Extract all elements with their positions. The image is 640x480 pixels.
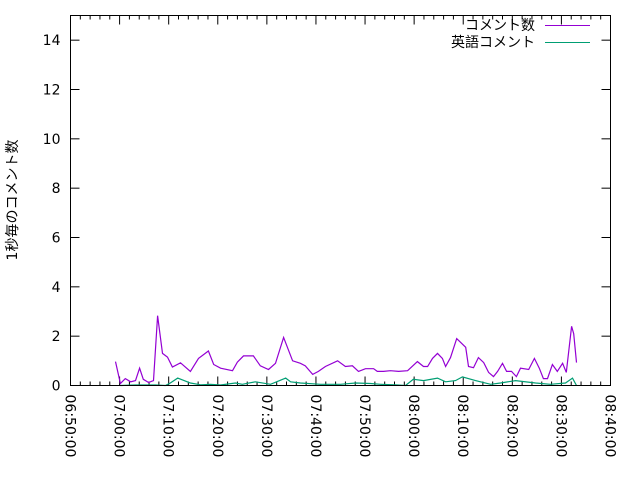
legend-label-0: コメント数 <box>465 18 535 34</box>
y-tick-label: 2 <box>52 329 61 345</box>
legend: コメント数 英語コメント <box>451 18 590 51</box>
x-tick-label: 08:20:00 <box>503 395 519 458</box>
x-tick-label: 07:10:00 <box>160 395 176 458</box>
y-tick-labels: 0 2 4 6 8 10 12 14 <box>43 33 61 394</box>
series-line-0 <box>114 315 578 385</box>
x-tick-label: 07:40:00 <box>307 395 323 458</box>
y-tick-label: 10 <box>43 132 61 148</box>
x-tick-label: 08:10:00 <box>454 395 470 458</box>
y-axis-label: 1秒毎のコメント数 <box>5 140 21 261</box>
series-lines <box>114 315 578 387</box>
x-tick-label: 08:00:00 <box>405 395 421 458</box>
axis-ticks <box>70 15 611 386</box>
x-tick-labels: 06:50:00 07:00:00 07:10:00 07:20:00 07:30:00… <box>62 395 618 458</box>
y-tick-label: 14 <box>43 33 61 49</box>
x-tick-label: 08:30:00 <box>552 395 568 458</box>
x-tick-label: 07:30:00 <box>258 395 274 458</box>
y-tick-label: 6 <box>52 231 61 247</box>
y-tick-label: 0 <box>52 379 61 395</box>
series-line-1 <box>120 376 578 387</box>
x-tick-label: 07:50:00 <box>356 395 372 458</box>
x-tick-label: 08:40:00 <box>602 395 618 458</box>
y-tick-label: 12 <box>43 83 61 99</box>
x-tick-label: 07:00:00 <box>111 395 127 458</box>
y-tick-label: 8 <box>52 181 61 197</box>
plot-frame <box>70 15 611 386</box>
y-tick-label: 4 <box>52 280 61 296</box>
legend-label-1: 英語コメント <box>451 34 535 51</box>
x-tick-label: 07:20:00 <box>209 395 225 458</box>
x-tick-label: 06:50:00 <box>62 395 78 458</box>
